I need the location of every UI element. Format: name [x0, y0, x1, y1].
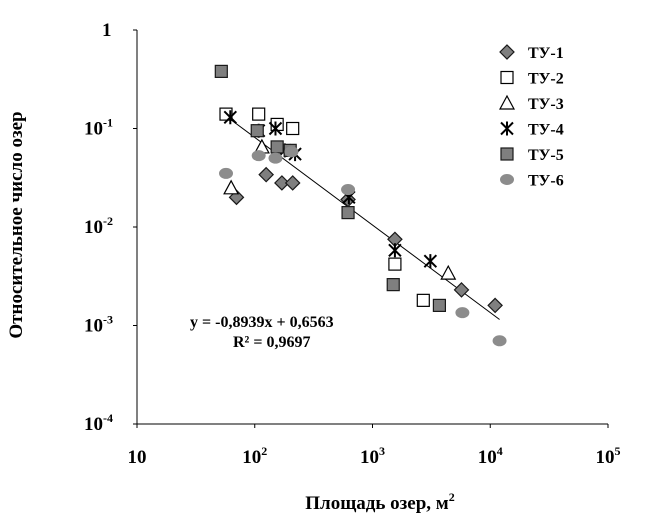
- y-tick-label: 10-1: [84, 116, 113, 140]
- legend-marker-1: [499, 44, 515, 60]
- x-axis-title-text: Площадь озер, м: [305, 493, 449, 514]
- y-ticks: 110-110-210-310-4: [84, 20, 137, 435]
- point-series-6: [492, 335, 507, 347]
- point-series-5: [432, 298, 447, 312]
- point-series-3: [440, 264, 457, 280]
- trendline: [223, 114, 500, 320]
- equation-label: y = -0,8939x + 0,6563: [190, 314, 334, 331]
- point-series-4: [268, 121, 283, 136]
- x-tick-label: 104: [478, 444, 503, 468]
- x-axis-title: Площадь озер, м2: [305, 490, 454, 514]
- x-tick-exponent: 3: [379, 444, 385, 458]
- legend-label-3: ТУ-3: [528, 96, 564, 113]
- x-tick-label: 10: [128, 447, 147, 468]
- y-tick-base: 10: [84, 217, 103, 238]
- point-series-1: [274, 175, 290, 191]
- point-series-1: [258, 166, 275, 183]
- point-series-4: [388, 243, 402, 258]
- y-tick-exponent: -2: [103, 214, 113, 228]
- point-series-5: [250, 124, 264, 138]
- point-series-4: [423, 254, 438, 269]
- point-series-1: [487, 297, 503, 314]
- point-series-3: [223, 179, 240, 195]
- point-series-2: [286, 121, 300, 136]
- point-series-6: [219, 167, 234, 179]
- x-tick-base: 10: [128, 447, 147, 468]
- point-series-2: [252, 107, 266, 121]
- y-tick-base: 10: [84, 119, 103, 140]
- point-series-6: [251, 150, 266, 162]
- legend-label-1: ТУ-1: [528, 45, 564, 62]
- point-series-2: [270, 117, 284, 132]
- x-tick-base: 10: [596, 447, 615, 468]
- y-tick-label: 10-4: [84, 411, 113, 435]
- point-series-6: [341, 184, 356, 196]
- x-tick-exponent: 5: [615, 444, 621, 458]
- legend-marker-4: [500, 121, 514, 136]
- legend-marker-2: [500, 70, 514, 85]
- x-tick-base: 10: [360, 447, 379, 468]
- point-series-1: [284, 175, 301, 191]
- point-series-6: [268, 152, 283, 164]
- y-tick-exponent: -1: [103, 116, 113, 130]
- point-series-2: [388, 257, 402, 271]
- trendline-group: [223, 114, 500, 320]
- data-points: [214, 64, 507, 347]
- y-tick-label: 1: [102, 20, 112, 41]
- y-tick-label: 10-2: [84, 214, 113, 238]
- x-tick-exponent: 2: [261, 444, 267, 458]
- point-series-5: [214, 64, 228, 78]
- y-tick-label: 10-3: [84, 313, 113, 337]
- x-axis-title-sup: 2: [449, 490, 455, 504]
- legend-label-4: ТУ-4: [528, 122, 564, 139]
- point-series-5: [341, 206, 355, 220]
- axes: [136, 30, 608, 425]
- y-tick-base: 10: [84, 316, 103, 337]
- point-series-4: [223, 110, 238, 125]
- point-series-6: [284, 146, 299, 158]
- x-ticks: 10 102 103 104 105: [128, 424, 621, 468]
- point-series-1: [453, 282, 470, 298]
- legend-label-6: ТУ-6: [528, 173, 564, 190]
- x-tick-base: 10: [242, 447, 261, 468]
- x-tick-label: 105: [596, 444, 621, 468]
- point-series-5: [386, 278, 400, 292]
- legend: ТУ-1 ТУ-2 ТУ-3 ТУ-4 ТУ-5 ТУ-6: [498, 44, 564, 190]
- x-tick-label: 103: [360, 444, 385, 468]
- y-tick-exponent: -3: [103, 313, 113, 327]
- x-tick-base: 10: [478, 447, 497, 468]
- point-series-6: [455, 307, 470, 319]
- legend-label-2: ТУ-2: [528, 71, 564, 88]
- r-squared-label: R² = 0,9697: [233, 334, 310, 351]
- y-tick-base: 10: [84, 414, 103, 435]
- x-tick-exponent: 4: [497, 444, 503, 458]
- legend-marker-6: [500, 174, 514, 185]
- point-series-2: [416, 293, 430, 307]
- legend-marker-3: [498, 94, 516, 110]
- legend-label-5: ТУ-5: [528, 147, 564, 164]
- x-tick-label: 102: [242, 444, 267, 468]
- y-tick-exponent: -4: [103, 411, 113, 425]
- y-tick-base: 1: [102, 20, 112, 41]
- point-series-5: [270, 140, 284, 154]
- legend-marker-5: [500, 147, 514, 161]
- y-axis-title: Относительное число озер: [6, 111, 27, 338]
